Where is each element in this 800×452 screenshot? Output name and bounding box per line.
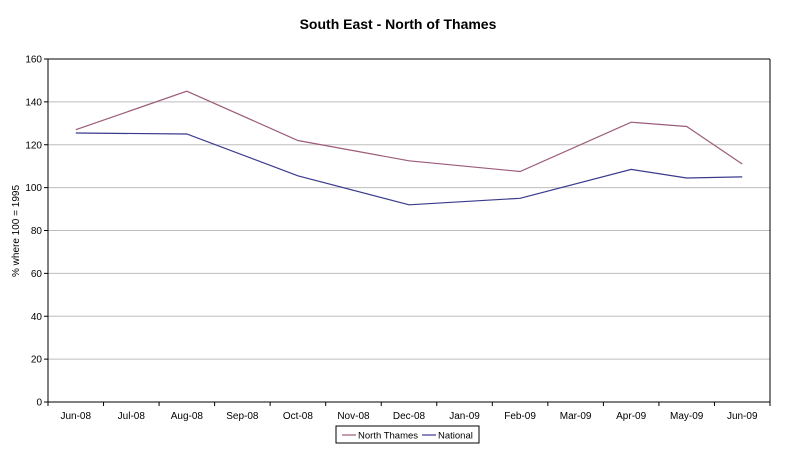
y-tick-label: 80 — [31, 226, 43, 237]
y-tick-label: 0 — [36, 398, 42, 409]
y-axis-label: % where 100 = 1995 — [11, 185, 22, 277]
x-tick-label: Jun-08 — [60, 411, 91, 422]
x-tick-label: Jun-09 — [727, 411, 758, 422]
x-tick-label: Oct-08 — [283, 411, 313, 422]
y-tick-label: 60 — [31, 269, 43, 280]
x-tick-label: Aug-08 — [171, 411, 204, 422]
y-tick-label: 120 — [25, 140, 42, 151]
legend-label: North Thames — [358, 431, 418, 442]
y-tick-label: 140 — [25, 97, 42, 108]
series-line-north-thames — [75, 90, 743, 173]
x-tick-label: Nov-08 — [337, 411, 370, 422]
legend-label: National — [438, 431, 473, 442]
x-tick-label: Jul-08 — [118, 411, 146, 422]
y-tick-label: 160 — [25, 55, 42, 66]
series-line-national — [75, 132, 743, 206]
legend: North Thames National — [335, 425, 480, 444]
x-tick-label: Jan-09 — [449, 411, 480, 422]
x-tick-label: Apr-09 — [616, 411, 646, 422]
x-tick-label: Mar-09 — [560, 411, 592, 422]
legend-box — [335, 425, 480, 444]
x-tick-label: Sep-08 — [226, 411, 259, 422]
x-tick-label: May-09 — [670, 411, 704, 422]
chart-title: South East - North of Thames — [300, 16, 497, 32]
y-tick-label: 40 — [31, 312, 43, 323]
y-tick-label: 20 — [31, 355, 43, 366]
y-tick-label: 100 — [25, 183, 42, 194]
x-tick-label: Feb-09 — [504, 411, 536, 422]
x-tick-label: Dec-08 — [393, 411, 426, 422]
